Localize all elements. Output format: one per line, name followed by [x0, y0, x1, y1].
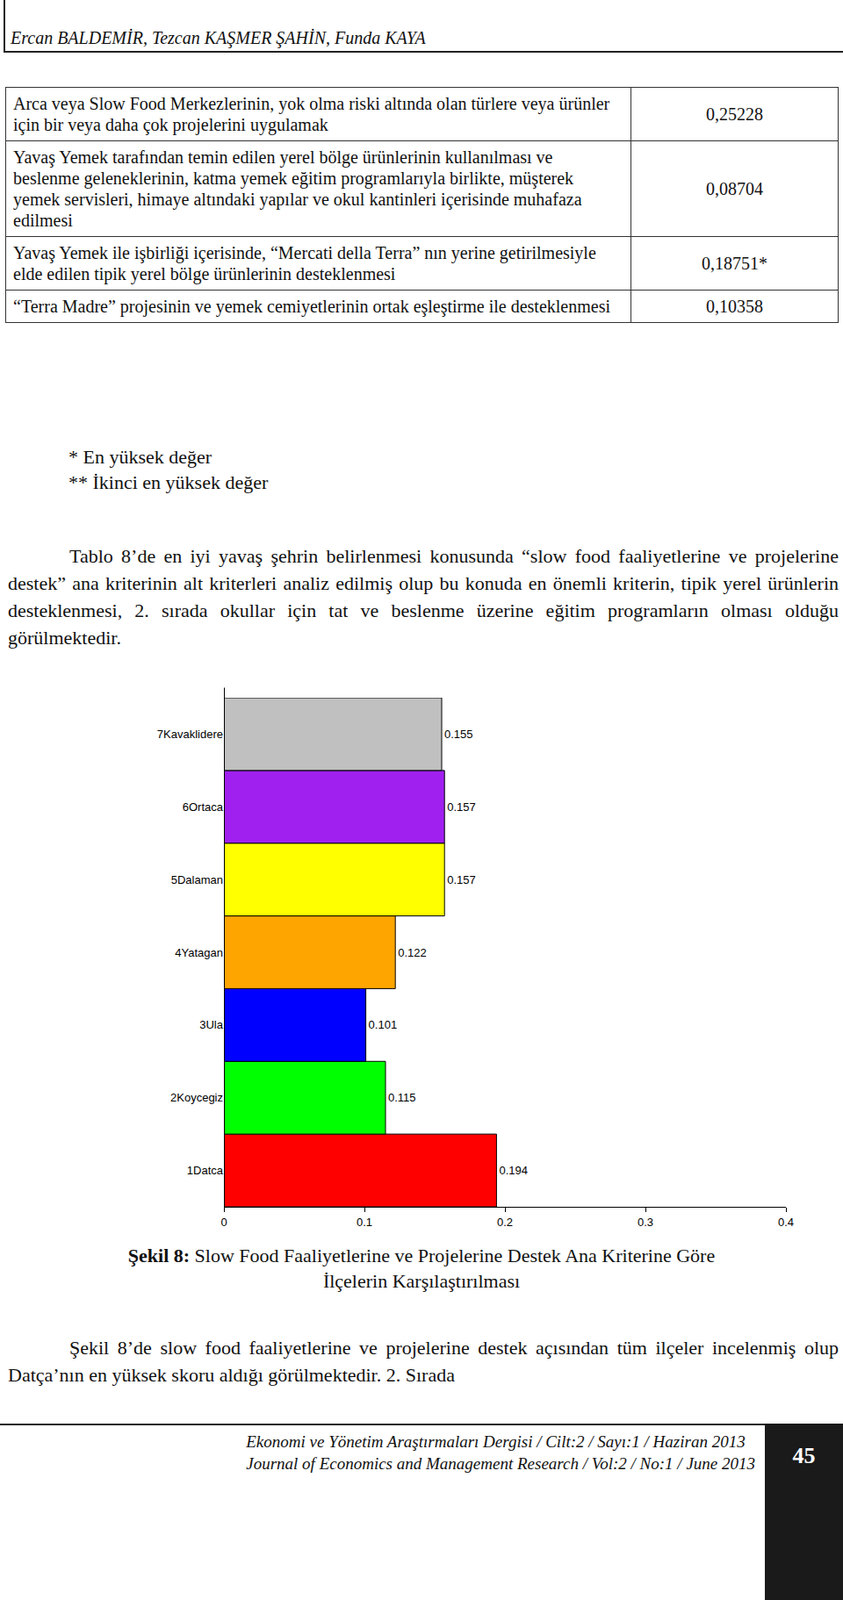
svg-text:0.3: 0.3: [637, 1216, 654, 1230]
html-text:Şekil 8: Slow Food Faaliyetler: Şekil 8: Slow Food Faaliyetlerine ve Pro…: [128, 1245, 715, 1293]
svg-text:0.122: 0.122: [397, 946, 427, 960]
svg-text:0.4: 0.4: [778, 1216, 794, 1230]
svg-text:0.194: 0.194: [498, 1164, 528, 1178]
svg-text:0.1: 0.1: [356, 1216, 373, 1230]
svg-text:0.157: 0.157: [446, 873, 476, 887]
html-text:* En yüksek değer: * En yüksek değer: [68, 446, 212, 469]
html-text:Ekonomi ve Yönetim Araştırmala: Ekonomi ve Yönetim Araştırmaları Dergisi…: [246, 1433, 746, 1452]
svg-text:7Kavaklidere: 7Kavaklidere: [157, 727, 224, 742]
svg-text:0: 0: [220, 1216, 227, 1230]
html-text:45: 45: [792, 1443, 816, 1470]
svg-text:1Datca: 1Datca: [187, 1164, 224, 1178]
svg-text:6Ortaca: 6Ortaca: [182, 800, 224, 815]
html-text:“Terra Madre” projesinin ve ye: “Terra Madre” projesinin ve yemek cemiye…: [13, 296, 611, 317]
svg-text:0.2: 0.2: [497, 1216, 513, 1230]
html-text:0,10358: 0,10358: [706, 296, 764, 317]
svg-text:0.101: 0.101: [368, 1018, 398, 1032]
svg-text:2Koycegiz: 2Koycegiz: [170, 1091, 224, 1105]
html-text:Yavaş Yemek tarafından temin e: Yavaş Yemek tarafından temin edilen yere…: [13, 147, 582, 231]
html-text:Arca veya Slow Food Merkezleri: Arca veya Slow Food Merkezlerinin, yok o…: [13, 93, 610, 135]
svg-text:4Yatagan: 4Yatagan: [174, 946, 224, 960]
svg-text:0.155: 0.155: [444, 727, 474, 742]
svg-text:0.115: 0.115: [388, 1091, 417, 1105]
html-text:0,08704: 0,08704: [706, 179, 764, 199]
svg-text:0.157: 0.157: [446, 800, 476, 815]
html-text:Ercan BALDEMİR, Tezcan KAŞMER: Ercan BALDEMİR, Tezcan KAŞMER ŞAHİN, Fun…: [10, 28, 426, 48]
html-text:Yavaş Yemek ile işbirliği içer: Yavaş Yemek ile işbirliği içerisinde, “M…: [13, 243, 597, 284]
html-text:0,25228: 0,25228: [706, 104, 764, 124]
svg-text:5Dalaman: 5Dalaman: [171, 873, 224, 887]
html-text:** İkinci en yüksek değer: ** İkinci en yüksek değer: [68, 471, 269, 494]
html-text:0,18751*: 0,18751*: [701, 253, 768, 274]
html-text:Şekil 8’de slow food faaliyetl: Şekil 8’de slow food faaliyetlerine ve p…: [7, 1337, 839, 1387]
html-text:Journal of Economics and Manag: Journal of Economics and Management Rese…: [246, 1455, 756, 1474]
svg-text:3Ula: 3Ula: [199, 1018, 224, 1032]
html-text:Tablo 8’de en iyi yavaş şehrin: Tablo 8’de en iyi yavaş şehrin belirlenm…: [7, 545, 839, 649]
